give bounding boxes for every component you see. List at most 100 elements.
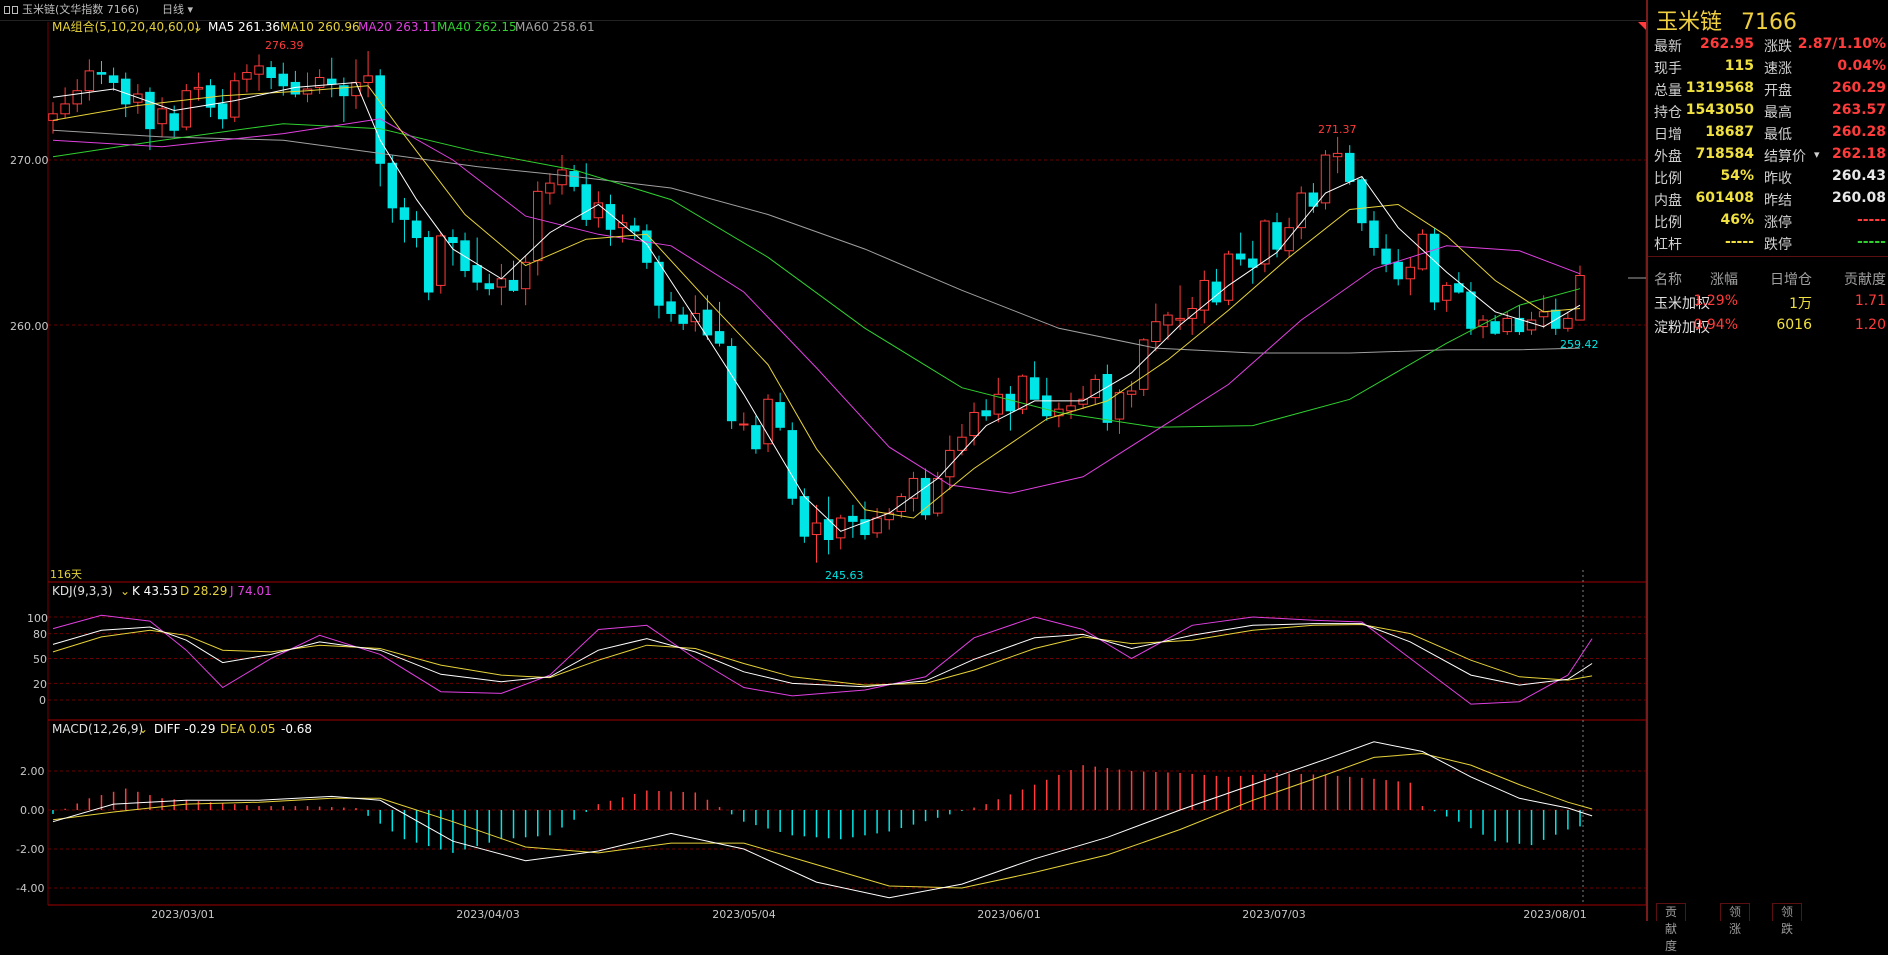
ma60-value: MA60 258.61	[515, 20, 595, 34]
candle-body	[702, 309, 713, 336]
quote-value: 0.04%	[1837, 58, 1886, 74]
chart-canvas[interactable]: MA组合(5,10,20,40,60,0) ⌄ MA5 261.36 MA10 …	[0, 0, 1646, 921]
quote-row: 最新 262.95 涨跌 2.87/1.10%	[1652, 34, 1888, 56]
macd-legend[interactable]: MACD(12,26,9) ⌄ DIFF -0.29 DEA 0.05 -0.6…	[52, 722, 312, 736]
candle-body	[1466, 291, 1476, 329]
macd-diff-value: DIFF -0.29	[154, 722, 215, 736]
candle-body	[96, 72, 107, 75]
quote-panel: 玉米链 7166 最新 262.95 涨跌 2.87/1.10% 现手 115 速涨 0.04…	[1646, 0, 1888, 921]
ma20-line	[52, 118, 1581, 494]
candle-body	[520, 261, 531, 290]
window-toggle-icon[interactable]	[4, 6, 18, 14]
quote-label: 最新	[1654, 39, 1682, 55]
candle-body	[969, 411, 979, 437]
kdj-tick-0: 0	[39, 694, 46, 707]
candle-body	[908, 477, 919, 499]
candle-body	[1575, 275, 1585, 321]
component-change: 1.29%	[1693, 293, 1738, 309]
period-selector[interactable]: 日线 ▾	[162, 0, 193, 20]
tab-leading-up[interactable]: 领涨	[1720, 903, 1751, 936]
chart-grid	[47, 22, 1646, 906]
quote-label: 比例	[1654, 171, 1682, 187]
quote-row: 现手 115 速涨 0.04%	[1652, 56, 1888, 78]
quote-title: 玉米链 7166	[1656, 4, 1797, 36]
candle-body	[593, 202, 604, 219]
candle-body	[472, 265, 482, 283]
quote-label: 昨收	[1764, 171, 1792, 187]
x-tick-label: 2023/07/03	[1242, 908, 1305, 921]
quote-label: 持仓	[1654, 105, 1682, 121]
candle-body	[1320, 154, 1331, 204]
component-row[interactable]: 淀粉加权 0.94% 6016 1.20	[1652, 314, 1888, 338]
quote-label: 外盘	[1654, 149, 1682, 165]
candle-body	[387, 162, 398, 209]
candle-body	[1369, 220, 1379, 248]
candle-body	[1175, 317, 1185, 321]
ma20-value: MA20 263.11	[358, 20, 438, 34]
y-tick-260: 260.00	[10, 320, 49, 333]
candle-body	[448, 237, 458, 244]
macd-name[interactable]: MACD(12,26,9)	[52, 722, 143, 736]
candle-body	[60, 103, 70, 115]
candle-body	[484, 283, 495, 290]
component-row[interactable]: 玉米加权 1.29% 1万 1.71	[1652, 290, 1888, 314]
candle-body	[617, 222, 628, 229]
component-table: 名称 涨幅 日增仓 贡献度 玉米加权 1.29% 1万 1.71 淀粉加权 0.…	[1652, 266, 1888, 338]
candle-body	[1163, 314, 1173, 326]
candle-body	[120, 78, 131, 105]
chevron-down-icon[interactable]: ⌄	[193, 20, 203, 34]
quote-label: 日增	[1654, 127, 1682, 143]
chevron-down-icon[interactable]: ⌄	[120, 584, 130, 598]
candle-body	[775, 402, 785, 428]
chevron-down-icon[interactable]: ▾	[1814, 148, 1820, 161]
component-header: 名称 涨幅 日增仓 贡献度	[1652, 266, 1888, 290]
tab-leading-down[interactable]: 领跌	[1772, 903, 1803, 936]
candle-body	[860, 519, 870, 536]
candle-body	[545, 182, 555, 194]
x-axis: 2023/03/01 2023/04/03 2023/05/04 2023/06…	[151, 908, 1586, 921]
quote-table: 最新 262.95 涨跌 2.87/1.10% 现手 115 速涨 0.04% 总量 131956…	[1652, 34, 1888, 254]
candle-body	[266, 67, 276, 78]
candle-body	[230, 80, 240, 118]
candle-body	[557, 169, 567, 186]
x-tick-label: 2023/05/04	[712, 908, 775, 921]
candle-body	[399, 207, 410, 220]
chevron-down-icon[interactable]: ⌄	[138, 722, 148, 736]
quote-value: 115	[1724, 58, 1754, 74]
candle-body	[1187, 308, 1197, 319]
quote-row: 总量 1319568 开盘 260.29	[1652, 78, 1888, 100]
kdj-tick-20: 20	[33, 678, 47, 691]
quote-label: 结算价	[1764, 149, 1806, 165]
candle-body	[1138, 339, 1149, 390]
candle-body	[1066, 405, 1076, 412]
quote-label: 最高	[1764, 105, 1792, 121]
kdj-tick-50: 50	[33, 653, 47, 666]
kdj-tick-80: 80	[33, 628, 47, 641]
candle-body	[1405, 266, 1416, 280]
quote-value: 601408	[1695, 190, 1754, 206]
candle-body	[799, 496, 810, 537]
kdj-legend[interactable]: KDJ(9,3,3) ⌄ K 43.53 D 28.29 J 74.01	[52, 584, 272, 598]
candle-body	[1514, 317, 1525, 333]
quote-row: 外盘 718584 结算价 262.18 ▾	[1652, 144, 1888, 166]
ma5-value: MA5 261.36	[208, 20, 280, 34]
macd-dea-line	[52, 752, 1593, 889]
candle-body	[920, 477, 931, 516]
ma-legend[interactable]: MA组合(5,10,20,40,60,0) ⌄ MA5 261.36 MA10 …	[52, 19, 595, 34]
candle-body	[1284, 227, 1294, 252]
quote-value: 46%	[1720, 212, 1754, 228]
quote-value: 260.28	[1831, 124, 1886, 140]
macd-tick-m4: -4.00	[16, 882, 44, 895]
ma-group-name[interactable]: MA组合(5,10,20,40,60,0)	[52, 19, 199, 34]
candle-body	[278, 73, 289, 87]
candle-body	[1332, 152, 1343, 158]
candle-body	[1538, 311, 1549, 318]
tab-contribution[interactable]: 贡献度	[1656, 903, 1687, 953]
kdj-name[interactable]: KDJ(9,3,3)	[52, 584, 113, 598]
candle-body	[945, 449, 955, 478]
candle-body	[1114, 392, 1125, 420]
candle-body	[654, 261, 664, 306]
low-marker-1: 245.63	[825, 569, 864, 582]
candle-body	[460, 240, 470, 272]
chevron-down-icon: ▾	[184, 3, 194, 16]
